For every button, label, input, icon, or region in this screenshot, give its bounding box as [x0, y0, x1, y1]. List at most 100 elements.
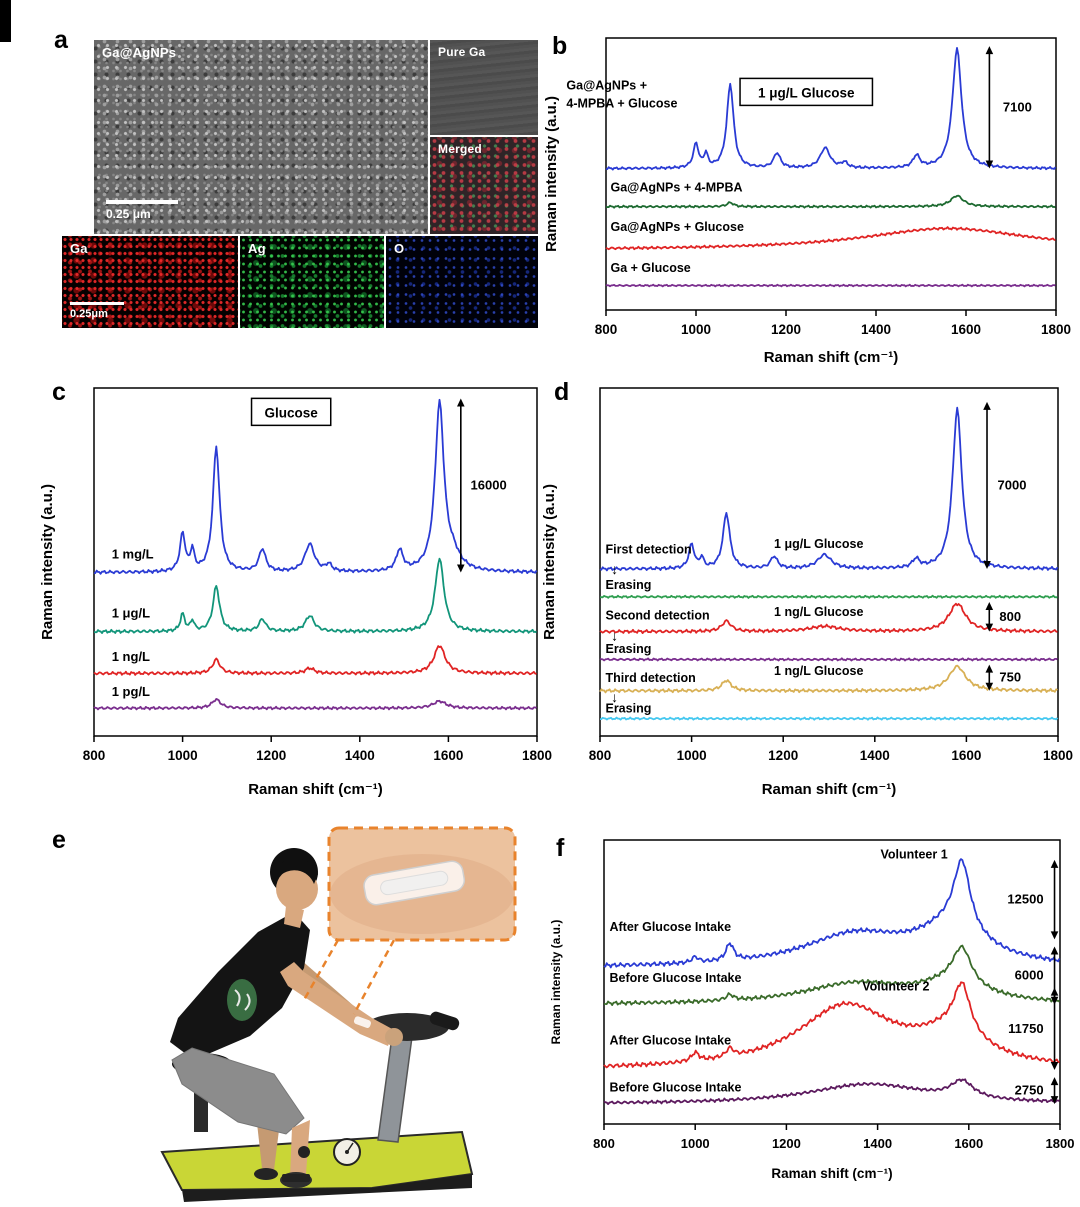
spectrum-line-5 [599, 664, 1058, 694]
spectrum-line-1 [599, 406, 1059, 572]
x-tick-label: 1000 [677, 748, 707, 763]
plot-frame [599, 387, 1059, 737]
spectrum-line-1 [93, 398, 538, 575]
annotation-value: 7000 [998, 477, 1027, 492]
x-axis-label: Raman shift (cm⁻¹) [764, 349, 899, 366]
hair-front [278, 858, 318, 884]
annotation-value: 16000 [471, 477, 507, 492]
x-tick-label: 1400 [345, 748, 375, 763]
series-label: 1 pg/L [112, 684, 150, 699]
arrowhead-up [457, 398, 465, 407]
spectrum-line-1 [603, 858, 1061, 969]
x-tick-label: 1000 [681, 1136, 710, 1151]
spectrum-line-4 [603, 1078, 1060, 1105]
panel-b: b 800 1000 1200 1400 1600 1800 Raman shift (cm… [542, 18, 1076, 370]
series-label: Erasing [605, 578, 651, 592]
series-label: Third detection [605, 671, 695, 685]
map-o-label: O [394, 241, 405, 256]
panel-a: a Ga@AgNPs 0.25 μm Pure Ga Merged Ga 0.2… [48, 26, 540, 338]
series-label: 1 ng/L Glucose [774, 605, 863, 619]
panel-d: d 800 1000 1200 1400 1600 1800 Raman shift (cm… [540, 360, 1076, 802]
x-tick-label: 1800 [1043, 748, 1073, 763]
arrowhead-down [985, 682, 994, 691]
panel-letter-b: b [552, 32, 568, 60]
arrowhead-up [1050, 946, 1059, 955]
x-tick-label: 1200 [768, 748, 798, 763]
series-label: Volunteer 2 [862, 980, 929, 994]
series-label: 1 ng/L [112, 649, 150, 664]
spectrum-line-4 [599, 657, 1058, 662]
y-axis-label: Raman intensity (a.u.) [543, 96, 560, 252]
x-tick-label: 1400 [863, 1136, 892, 1151]
bike-base-underside [182, 1174, 472, 1202]
x-tick-label: 1200 [771, 322, 801, 337]
panel-letter-e: e [52, 826, 66, 854]
annotation-value: 800 [999, 609, 1021, 624]
plot-frame [603, 839, 1061, 1125]
spectrum-line-2 [600, 594, 1058, 599]
gauge-center [345, 1150, 349, 1154]
series-label: Volunteer 1 [881, 847, 948, 861]
arrowhead-down [983, 560, 991, 569]
title-box [250, 397, 332, 427]
eds-map-merged: Merged [430, 137, 538, 234]
bike-details [298, 1138, 361, 1166]
sem-merged-label: Merged [438, 142, 482, 156]
shirt-print [227, 979, 257, 1021]
series-label: First detection [605, 542, 691, 556]
x-tick-label: 1000 [168, 748, 198, 763]
x-tick-label: 1200 [256, 748, 286, 763]
series-label: 1 μg/L Glucose [774, 537, 863, 551]
x-tick-label: 800 [593, 1136, 615, 1151]
chart-c-concentration-series: 800 1000 1200 1400 1600 1800 Raman shift (cm⁻¹… [39, 387, 552, 798]
arrowhead-down [457, 564, 465, 573]
x-tick-label: 1400 [860, 748, 890, 763]
wearable-patch [353, 1016, 371, 1028]
sem-main-label: Ga@AgNPs [102, 45, 177, 60]
scale-bar-line [106, 200, 178, 204]
arrowhead-up [1050, 859, 1059, 868]
panel-letter-d: d [554, 378, 570, 406]
series-label: 1 ng/L Glucose [774, 664, 863, 678]
scale-bar-ga: 0.25μm [70, 302, 124, 320]
handlebar-grip [429, 1011, 460, 1031]
scale-bar-text: 0.25 μm [106, 207, 151, 221]
series-label: Ga + Glucose [611, 261, 691, 275]
x-tick-label: 1800 [1046, 1136, 1075, 1151]
panel-e: e [42, 812, 544, 1206]
scale-bar-line [70, 302, 124, 305]
y-axis-label: Raman intensity (a.u.) [541, 484, 558, 640]
y-axis-label: Raman intensity (a.u.) [549, 920, 563, 1045]
spectrum-line-4 [93, 698, 537, 711]
x-tick-label: 1600 [433, 748, 463, 763]
plot-frame [605, 37, 1057, 311]
annotation-value: 12500 [1007, 892, 1043, 907]
arrowhead-up [983, 401, 991, 410]
arrowhead-up [985, 46, 994, 55]
spectrum-line-4 [605, 283, 1056, 288]
inset-connector-line [352, 939, 396, 1015]
arrowhead-up [1050, 1077, 1059, 1086]
series-label: After Glucose Intake [609, 920, 731, 934]
x-axis-label: Raman shift (cm⁻¹) [762, 781, 897, 798]
x-tick-label: 800 [595, 322, 618, 337]
page-edge-artifact [0, 0, 11, 42]
panel-f: f 800 1000 1200 1400 1600 1800 Raman shift (cm… [546, 820, 1076, 1202]
x-tick-label: 1600 [954, 1136, 983, 1151]
series-label: Ga@AgNPs + [566, 79, 647, 93]
down-arrow-icon: ↓ [611, 627, 618, 643]
sem-image-ga-agnps: Ga@AgNPs 0.25 μm [94, 40, 428, 234]
x-tick-label: 1400 [861, 322, 891, 337]
x-tick-label: 1600 [951, 748, 981, 763]
x-axis-label: Raman shift (cm⁻¹) [248, 781, 383, 798]
panel-letter-f: f [556, 834, 565, 862]
shirt-print-detail [234, 989, 251, 1011]
annotation-value: 7100 [1003, 99, 1032, 114]
eds-map-o: O [386, 236, 538, 328]
y-axis-label: Raman intensity (a.u.) [39, 484, 56, 640]
plot-frame [93, 387, 538, 737]
rear-shoe [254, 1168, 278, 1180]
spectrum-line-3 [599, 602, 1058, 634]
sem-pure-label: Pure Ga [438, 45, 486, 59]
spectrum-line-3 [605, 226, 1056, 251]
